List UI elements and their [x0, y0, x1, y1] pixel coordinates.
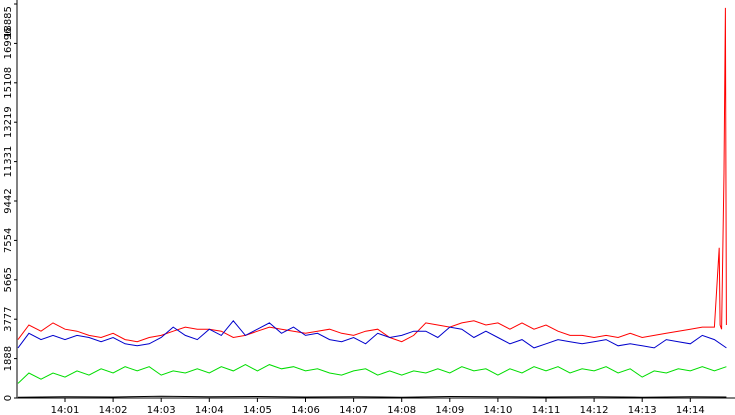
x-tick-label: 14:13	[628, 405, 657, 415]
y-axis-ticks: 0 1888 3777 5665 7554 9442 11331 13219 15108 1699…	[3, 3, 17, 401]
series-line-3	[17, 395, 727, 398]
x-tick-label: 14:14	[676, 405, 705, 415]
x-tick-label: 14:10	[483, 405, 512, 415]
x-tick-label: 14:06	[291, 405, 320, 415]
y-tick-label: 3777	[3, 306, 14, 331]
y-tick-label: 15108	[3, 67, 14, 99]
series-line-0	[17, 7, 727, 343]
x-tick-label: 14:03	[147, 405, 176, 415]
x-tick-label: 14:01	[51, 405, 80, 415]
x-tick-label: 14:08	[387, 405, 416, 415]
x-tick-label: 14:04	[195, 405, 224, 415]
y-tick-label: 7554	[3, 228, 14, 253]
y-tick-label: 0	[3, 395, 14, 401]
y-tick-label: 11331	[3, 146, 14, 178]
y-tick-label: 13219	[3, 106, 14, 138]
y-tick-label: 9442	[3, 188, 14, 213]
y-tick-label: 18885	[3, 6, 14, 38]
y-tick-label: 5665	[3, 267, 14, 292]
series-line-1	[17, 320, 727, 349]
x-tick-label: 14:09	[435, 405, 464, 415]
x-tick-label: 14:05	[243, 405, 272, 415]
x-tick-label: 14:12	[580, 405, 609, 415]
y-tick-label: 1888	[3, 346, 14, 371]
series-group	[17, 7, 727, 398]
series-line-2	[17, 364, 727, 384]
x-tick-label: 14:11	[532, 405, 561, 415]
x-tick-label: 14:07	[339, 405, 368, 415]
x-axis-ticks: 14:01 14:02 14:03 14:04 14:05 14:06 14:07 14:08…	[51, 398, 705, 415]
y-tick-label: 16996	[3, 28, 14, 60]
x-tick-label: 14:02	[99, 405, 128, 415]
